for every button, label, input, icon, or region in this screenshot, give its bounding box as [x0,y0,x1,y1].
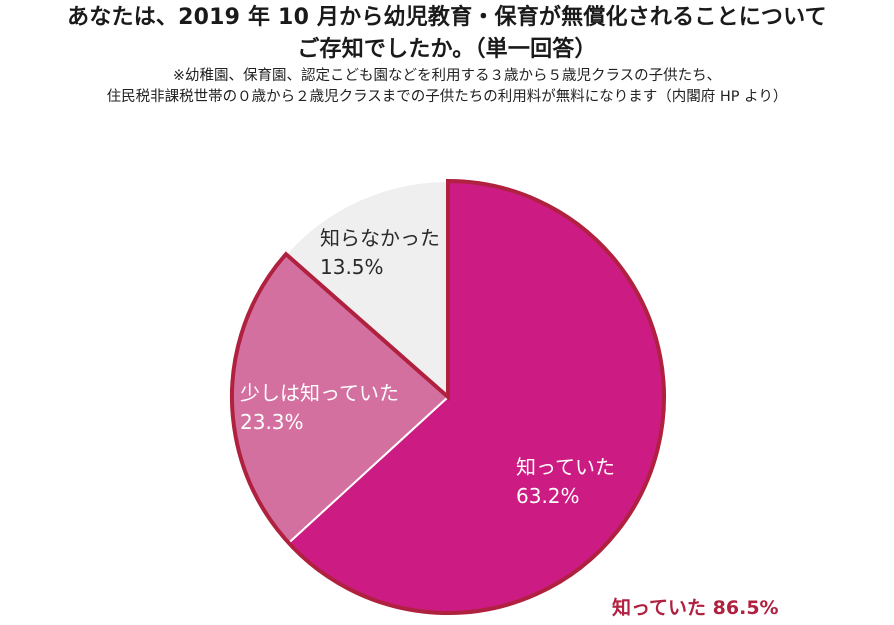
slice-label-didnt-know: 知らなかった [320,226,440,250]
chart-title-line-1: あなたは、2019 年 10 月から幼児教育・保育が無償化されることについて [67,5,827,30]
slice-label-knew: 知っていた [516,455,615,479]
chart-note-line-1: ※幼稚園、保育園、認定こども園などを利用する３歳から５歳児クラスの子供たち、 [172,68,722,84]
chart-title-line-2: ご存知でしたか。（単一回答） [297,37,597,62]
chart-note-line-2: 住民税非課税世帯の０歳から２歳児クラスまでの子供たちの利用料が無料になります（内… [106,89,788,105]
summary-label: 知っていた 86.5% [612,597,779,619]
slice-value-didnt-know: 13.5% [320,255,384,279]
slice-label-somewhat-knew: 少しは知っていた [240,381,399,405]
grouped-slices-outline [230,178,666,615]
slice-value-somewhat-knew: 23.3% [240,410,304,434]
pie-labels: 知っていた 63.2% 少しは知っていた 23.3% 知らなかった 13.5% [240,226,615,508]
slice-value-knew: 63.2% [516,484,580,508]
pie-slice-didnt-know [284,179,449,400]
